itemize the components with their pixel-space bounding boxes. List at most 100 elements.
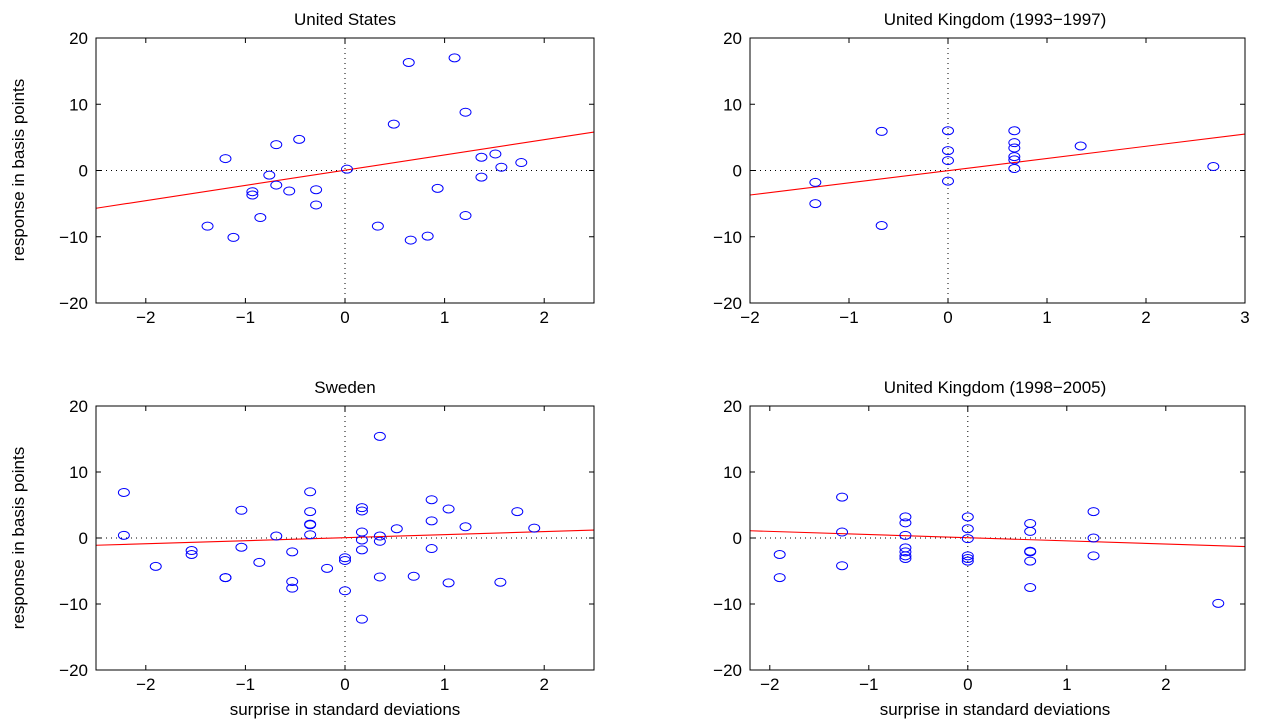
y-tick-label: −20 bbox=[59, 661, 88, 680]
data-point bbox=[371, 221, 384, 231]
data-point bbox=[310, 185, 323, 195]
data-point bbox=[339, 586, 351, 596]
y-tick-label: −20 bbox=[713, 294, 742, 313]
data-point bbox=[1008, 164, 1021, 174]
data-point bbox=[495, 162, 508, 172]
data-point bbox=[340, 164, 353, 174]
data-point bbox=[448, 53, 461, 63]
data-point bbox=[293, 134, 306, 144]
data-point bbox=[270, 140, 283, 150]
data-point bbox=[304, 520, 317, 530]
data-point bbox=[373, 531, 386, 541]
x-tick-label: −2 bbox=[136, 308, 155, 327]
data-point bbox=[961, 551, 974, 561]
data-point bbox=[961, 512, 974, 522]
data-point bbox=[283, 186, 296, 196]
data-point bbox=[373, 572, 386, 582]
data-point bbox=[899, 518, 912, 528]
y-tick-label: −10 bbox=[713, 595, 742, 614]
data-point bbox=[961, 556, 974, 566]
x-axis-label: surprise in standard deviations bbox=[230, 700, 461, 719]
x-tick-label: 2 bbox=[539, 308, 548, 327]
data-point bbox=[227, 232, 240, 242]
data-point bbox=[899, 530, 912, 540]
data-point bbox=[1024, 556, 1037, 566]
data-point bbox=[942, 146, 954, 156]
y-axis-label: response in basis points bbox=[9, 447, 28, 629]
data-point bbox=[899, 553, 912, 563]
data-point bbox=[286, 583, 299, 593]
data-point bbox=[942, 156, 954, 166]
data-point bbox=[875, 126, 888, 136]
x-tick-label: 2 bbox=[1161, 675, 1170, 694]
data-point bbox=[304, 519, 317, 529]
data-point bbox=[431, 183, 444, 193]
y-tick-label: −10 bbox=[59, 595, 88, 614]
x-tick-label: −1 bbox=[236, 308, 255, 327]
fit-line bbox=[750, 133, 1245, 196]
x-tick-label: 2 bbox=[539, 675, 548, 694]
x-axis-label: surprise in standard deviations bbox=[880, 700, 1111, 719]
data-point bbox=[355, 545, 368, 555]
x-tick-label: −1 bbox=[859, 675, 878, 694]
y-tick-label: −10 bbox=[713, 228, 742, 247]
panel-sweden: Sweden response in basis points surprise… bbox=[9, 378, 595, 719]
data-point bbox=[286, 577, 299, 587]
y-tick-label: 0 bbox=[733, 162, 742, 181]
data-point bbox=[390, 524, 403, 534]
data-point bbox=[219, 154, 232, 164]
y-tick-label: −10 bbox=[59, 228, 88, 247]
y-tick-label: −20 bbox=[713, 661, 742, 680]
x-tick-label: 3 bbox=[1240, 308, 1249, 327]
data-point bbox=[117, 487, 130, 497]
data-point bbox=[339, 555, 351, 565]
data-point bbox=[459, 211, 472, 221]
data-point bbox=[185, 550, 198, 559]
data-point bbox=[836, 492, 849, 502]
y-tick-label: 10 bbox=[69, 95, 88, 114]
data-point bbox=[219, 573, 232, 583]
data-point bbox=[321, 563, 334, 573]
x-tick-label: 1 bbox=[440, 308, 449, 327]
fit-line bbox=[96, 529, 594, 546]
data-point bbox=[1024, 518, 1037, 528]
data-point bbox=[875, 220, 888, 230]
data-point bbox=[836, 561, 849, 571]
data-point bbox=[270, 180, 283, 190]
x-tick-label: 1 bbox=[1042, 308, 1051, 327]
x-tick-label: 0 bbox=[963, 675, 972, 694]
data-point bbox=[304, 487, 317, 497]
data-point bbox=[511, 507, 524, 517]
data-point bbox=[942, 176, 954, 186]
y-tick-label: 0 bbox=[733, 529, 742, 548]
y-tick-label: 0 bbox=[79, 162, 88, 181]
data-point bbox=[809, 177, 822, 187]
y-tick-label: 20 bbox=[723, 397, 742, 416]
data-point bbox=[961, 553, 974, 563]
y-tick-label: −20 bbox=[59, 294, 88, 313]
x-tick-label: −1 bbox=[236, 675, 255, 694]
x-tick-label: 2 bbox=[1141, 308, 1150, 327]
x-tick-label: −2 bbox=[760, 675, 779, 694]
data-point bbox=[809, 199, 822, 209]
y-tick-label: 20 bbox=[69, 397, 88, 416]
x-tick-label: 0 bbox=[943, 308, 952, 327]
data-point bbox=[836, 527, 849, 537]
x-tick-label: −2 bbox=[136, 675, 155, 694]
data-point bbox=[1008, 155, 1021, 165]
data-point bbox=[899, 547, 912, 557]
data-point bbox=[304, 507, 317, 517]
x-tick-label: 1 bbox=[440, 675, 449, 694]
data-point bbox=[459, 107, 472, 117]
data-point bbox=[1024, 547, 1037, 557]
data-point bbox=[355, 527, 368, 537]
data-point bbox=[339, 553, 351, 563]
data-point bbox=[355, 535, 368, 545]
data-point bbox=[373, 536, 386, 546]
data-point bbox=[961, 524, 974, 534]
data-point bbox=[201, 221, 214, 231]
data-point bbox=[528, 523, 541, 533]
y-axis-label: response in basis points bbox=[9, 79, 28, 261]
data-point bbox=[117, 530, 130, 540]
data-point bbox=[494, 577, 507, 587]
